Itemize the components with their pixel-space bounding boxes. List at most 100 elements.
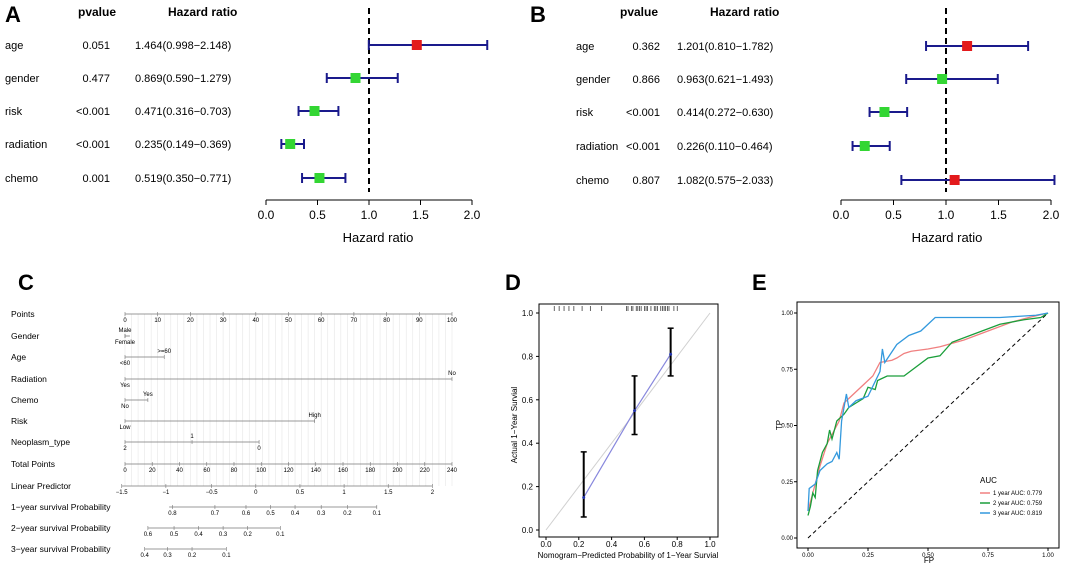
nomogram-tick-label: −1.5	[116, 490, 129, 496]
legend-entry: 1 year AUC: 0.779	[993, 491, 1043, 497]
row-label: radiation	[576, 141, 618, 153]
nomogram-tick-label: 100	[447, 318, 458, 324]
nomogram-tick-label: 0.7	[211, 511, 220, 517]
x-tick-label: 1.0	[704, 540, 716, 549]
nomogram-tick-label: 0.2	[243, 532, 252, 538]
legend-entry: 2 year AUC: 0.759	[993, 501, 1043, 507]
plot-frame	[538, 303, 719, 538]
row-pvalue: 0.477	[82, 73, 110, 85]
hr-point	[962, 41, 973, 51]
y-tick-label: 0.4	[522, 439, 534, 448]
x-tick-label: 0.0	[258, 208, 275, 222]
calibration-point	[669, 352, 673, 356]
nomogram-tick-label: 140	[311, 468, 322, 474]
nomogram-tick-label: 0.4	[194, 532, 203, 538]
panel-e-xlabel: FP	[924, 556, 934, 565]
panel-d-label: D	[505, 270, 521, 295]
x-tick-label: 0.4	[606, 540, 618, 549]
nomogram-tick-label: >=60	[157, 349, 171, 355]
x-tick-label: 0.50	[922, 553, 934, 559]
x-tick-label: 0.5	[885, 208, 902, 222]
nomogram-tick-label: 1	[190, 434, 194, 440]
row-pvalue: 0.051	[82, 40, 110, 52]
panel-a-label: A	[5, 2, 21, 27]
nomogram-row-label: 2−year survival Probability	[11, 523, 111, 533]
x-tick-label: 0.25	[862, 553, 874, 559]
nomogram-tick-label: 0.5	[296, 490, 305, 496]
panel-e-legend-title: AUC	[980, 476, 997, 485]
nomogram-row-label: Radiation	[11, 374, 47, 384]
row-hr-text: 1.201(0.810−1.782)	[677, 41, 773, 53]
nomogram-tick-label: High	[308, 413, 320, 419]
row-label: age	[5, 40, 23, 52]
nomogram-tick-label: 120	[283, 468, 294, 474]
nomogram-tick-label: 0.1	[373, 511, 382, 517]
nomogram-tick-label: 240	[447, 468, 458, 474]
nomogram-tick-label: 0.8	[168, 511, 177, 517]
row-pvalue: <0.001	[76, 106, 110, 118]
nomogram-tick-label: 0.5	[170, 532, 179, 538]
nomogram-tick-label: −1	[162, 490, 170, 496]
x-tick-label: 1.5	[990, 208, 1007, 222]
nomogram-tick-label: 100	[256, 468, 267, 474]
y-tick-label: 0.25	[781, 480, 793, 486]
y-tick-label: 0.2	[522, 483, 534, 492]
nomogram-tick-label: 0.2	[343, 511, 352, 517]
nomogram-tick-label: 160	[338, 468, 349, 474]
nomogram-tick-label: 60	[203, 468, 210, 474]
nomogram-row-label: Linear Predictor	[11, 481, 71, 491]
x-tick-label: 0.75	[982, 553, 994, 559]
hr-point	[879, 107, 890, 117]
hr-point	[949, 175, 960, 185]
nomogram-tick-label: 0.2	[188, 553, 197, 559]
nomogram-tick-label: 20	[187, 318, 194, 324]
panel-a-xlabel: Hazard ratio	[343, 230, 414, 245]
x-tick-label: 0.8	[672, 540, 684, 549]
roc-curve	[807, 312, 1049, 512]
panel-e-label: E	[752, 270, 767, 295]
nomogram-row-label: 3−year survival Probability	[11, 544, 111, 554]
nomogram-tick-label: 180	[365, 468, 376, 474]
nomogram-tick-label: 0.3	[317, 511, 326, 517]
row-pvalue: <0.001	[626, 141, 660, 153]
nomogram-tick-label: 0.6	[144, 532, 153, 538]
nomogram-row-label: Risk	[11, 416, 28, 426]
nomogram-tick-label: 40	[252, 318, 259, 324]
x-tick-label: 1.0	[361, 208, 378, 222]
y-tick-label: 0.75	[781, 367, 793, 373]
nomogram-tick-label: 20	[149, 468, 156, 474]
row-hr-text: 0.414(0.272−0.630)	[677, 107, 773, 119]
row-hr-text: 0.471(0.316−0.703)	[135, 106, 231, 118]
x-tick-label: 2.0	[464, 208, 481, 222]
panel-b-forest-plot: B pvalue Hazard ratio Hazard ratio age 0.…	[530, 2, 1060, 245]
nomogram-tick-label: 60	[318, 318, 325, 324]
panel-b-label: B	[530, 2, 546, 27]
panel-a-forest-plot: A pvalue Hazard ratio Hazard ratio age 0.…	[5, 2, 489, 245]
nomogram-tick-label: 0.1	[222, 553, 231, 559]
nomogram-row-label: Chemo	[11, 395, 39, 405]
nomogram-tick-label: 200	[392, 468, 403, 474]
row-pvalue: 0.807	[632, 175, 660, 187]
nomogram-tick-label: No	[448, 371, 456, 377]
row-hr-text: 1.082(0.575−2.033)	[677, 175, 773, 187]
x-tick-label: 0.0	[833, 208, 850, 222]
nomogram-tick-label: 0.1	[276, 532, 285, 538]
nomogram-tick-label: 90	[416, 318, 423, 324]
x-tick-label: 2.0	[1043, 208, 1060, 222]
nomogram-row-label: Neoplasm_type	[11, 437, 70, 447]
panel-b-pvalue-header: pvalue	[620, 5, 658, 19]
row-hr-text: 0.519(0.350−0.771)	[135, 173, 231, 185]
nomogram-tick-label: 1.5	[384, 490, 393, 496]
panel-b-hr-header: Hazard ratio	[710, 5, 779, 19]
nomogram-tick-label: 10	[154, 318, 161, 324]
x-tick-label: 1.5	[412, 208, 429, 222]
nomogram-row-label: Age	[11, 352, 26, 362]
row-hr-text: 0.869(0.590−1.279)	[135, 73, 231, 85]
calibration-line	[583, 353, 672, 498]
calibration-point	[582, 495, 586, 499]
row-label: radiation	[5, 139, 47, 151]
panel-b-xlabel: Hazard ratio	[912, 230, 983, 245]
nomogram-tick-label: 1	[342, 490, 346, 496]
